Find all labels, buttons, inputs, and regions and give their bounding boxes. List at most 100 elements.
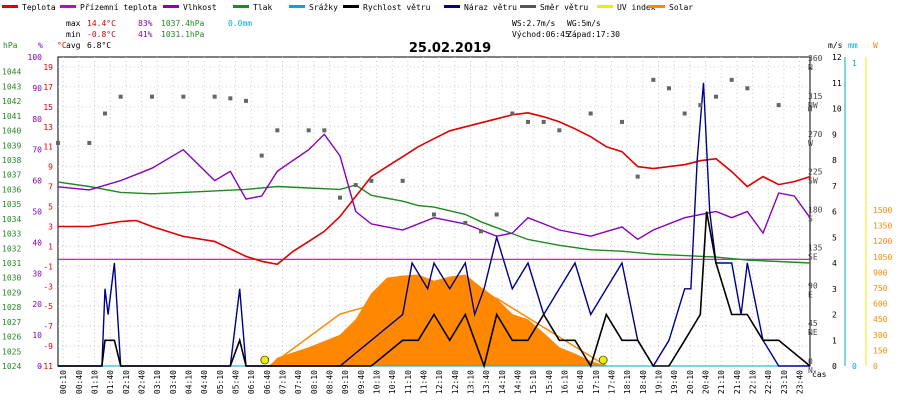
- wind-dir-tick-label: 315: [808, 92, 823, 101]
- temp-axis-unit: °C: [57, 41, 67, 50]
- x-tick-label: 06:40: [263, 370, 272, 394]
- wind-speed-tick-label: 10: [832, 105, 842, 114]
- temp-tick-label: 11: [43, 143, 53, 152]
- humidity-tick-label: 50: [32, 208, 42, 217]
- wind-dir-marker: [228, 96, 233, 101]
- x-tick-label: 00:10: [59, 370, 68, 394]
- solar-tick-label: 450: [873, 315, 888, 324]
- wind-dir-tick-label: 180: [808, 206, 823, 215]
- wind-dir-tick-label: 225: [808, 168, 823, 177]
- humidity-tick-label: 10: [32, 331, 42, 340]
- x-tick-label: 14:10: [498, 370, 507, 394]
- stat-max-rain: 0.0mm: [228, 19, 252, 28]
- wind-dir-tick-label: 360: [808, 54, 823, 63]
- pressure-tick-label: 1038: [2, 156, 21, 165]
- wind-speed-tick-label: 12: [832, 53, 842, 62]
- wind-dir-compass-label: W: [808, 139, 813, 148]
- x-tick-label: 20:10: [686, 370, 695, 394]
- chart-title: 25.02.2019: [409, 41, 491, 56]
- x-tick-label: 16:40: [576, 370, 585, 394]
- x-axis-label: čas: [812, 369, 827, 379]
- x-tick-label: 07:40: [294, 370, 303, 394]
- wind-sunset: Západ:17:30: [567, 30, 620, 39]
- legend-swatch: [520, 5, 536, 8]
- wind-dir-marker: [557, 128, 562, 133]
- legend-label: Rychlost větru: [363, 3, 431, 12]
- legend-swatch: [343, 5, 359, 8]
- humidity-tick-label: 30: [32, 269, 42, 278]
- wind-speed-tick-label: 6: [832, 208, 837, 217]
- wind-dir-tick-label: 270: [808, 130, 823, 139]
- x-tick-label: 19:10: [655, 370, 664, 394]
- pressure-tick-label: 1041: [2, 112, 21, 121]
- wind-dir-marker: [400, 178, 405, 183]
- wind-dir-marker: [463, 220, 468, 225]
- wind-dir-marker: [181, 94, 186, 99]
- legend-label: Solar: [669, 3, 693, 12]
- x-tick-label: 10:40: [388, 370, 397, 394]
- pressure-tick-label: 1040: [2, 127, 21, 136]
- wind-speed-tick-label: 8: [832, 156, 837, 165]
- temp-tick-label: -9: [43, 342, 53, 351]
- x-tick-label: 03:10: [153, 370, 162, 394]
- solar-axis-unit: W: [873, 41, 878, 50]
- wind-dir-compass-label: SE: [808, 252, 818, 261]
- legend-label: Směr větru: [540, 3, 588, 12]
- stat-min-label: min: [66, 30, 81, 39]
- x-tick-label: 22:40: [764, 370, 773, 394]
- solar-tick-label: 750: [873, 284, 888, 293]
- stat-min-hum: 41%: [138, 30, 153, 39]
- x-tick-label: 15:10: [529, 370, 538, 394]
- rain-tick-label: 0: [852, 362, 857, 371]
- series-teplota: [58, 111, 811, 266]
- solar-tick-label: 600: [873, 300, 888, 309]
- x-tick-label: 05:40: [232, 370, 241, 394]
- x-tick-label: 05:10: [216, 370, 225, 394]
- wind-dir-marker: [244, 98, 248, 103]
- wind-speed-tick-label: 2: [832, 311, 837, 320]
- wind-info: WS:2.7m/s WG:5m/s Východ:06:45 Západ:17:…: [512, 19, 620, 39]
- legend-swatch: [649, 5, 665, 8]
- legend-label: Náraz větru: [464, 3, 517, 12]
- legend-swatch: [233, 5, 249, 8]
- legend-label: Vlhkost: [183, 3, 217, 12]
- wind-speed-axis-unit: m/s: [828, 41, 843, 50]
- temp-tick-label: 19: [43, 63, 53, 72]
- wind-wg: WG:5m/s: [567, 19, 601, 28]
- wind-dir-marker: [103, 111, 107, 116]
- legend-swatch: [60, 5, 76, 8]
- pressure-tick-label: 1032: [2, 244, 21, 253]
- x-tick-label: 01:10: [91, 370, 100, 394]
- wind-dir-marker: [620, 119, 624, 124]
- wind-dir-compass-label: NE: [808, 328, 818, 337]
- x-tick-label: 01:40: [106, 370, 115, 394]
- temp-tick-label: 17: [43, 83, 53, 92]
- temp-tick-label: 9: [48, 163, 53, 172]
- solar-tick-label: 1350: [873, 222, 892, 231]
- x-tick-label: 04:10: [185, 370, 194, 394]
- humidity-axis-unit: %: [38, 41, 43, 50]
- pressure-tick-label: 1030: [2, 274, 21, 283]
- stat-avg-label: avg: [66, 41, 81, 50]
- pressure-axis-unit: hPa: [3, 41, 18, 50]
- wind-dir-marker: [306, 128, 311, 133]
- wind-speed-tick-label: 7: [832, 182, 837, 191]
- stat-max-press: 1037.4hPa: [161, 19, 205, 28]
- wind-dir-marker: [353, 183, 358, 188]
- uv-marker: [598, 355, 608, 365]
- wind-dir-marker: [510, 111, 515, 116]
- wind-dir-marker: [651, 77, 656, 82]
- legend-label: Přízemní teplota: [80, 3, 157, 12]
- wind-speed-tick-label: 0: [832, 362, 837, 371]
- temp-tick-label: -1: [43, 262, 53, 271]
- wind-dir-tick-label: 0: [808, 357, 813, 366]
- x-tick-label: 00:40: [75, 370, 84, 394]
- wind-dir-compass-label: NW: [808, 101, 818, 110]
- legend-label: UV index: [617, 3, 656, 12]
- stat-max-label: max: [66, 19, 81, 28]
- x-tick-label: 11:40: [420, 370, 429, 394]
- wind-dir-tick-label: 45: [808, 319, 818, 328]
- stat-max-hum: 83%: [138, 19, 153, 28]
- wind-dir-marker: [745, 86, 750, 91]
